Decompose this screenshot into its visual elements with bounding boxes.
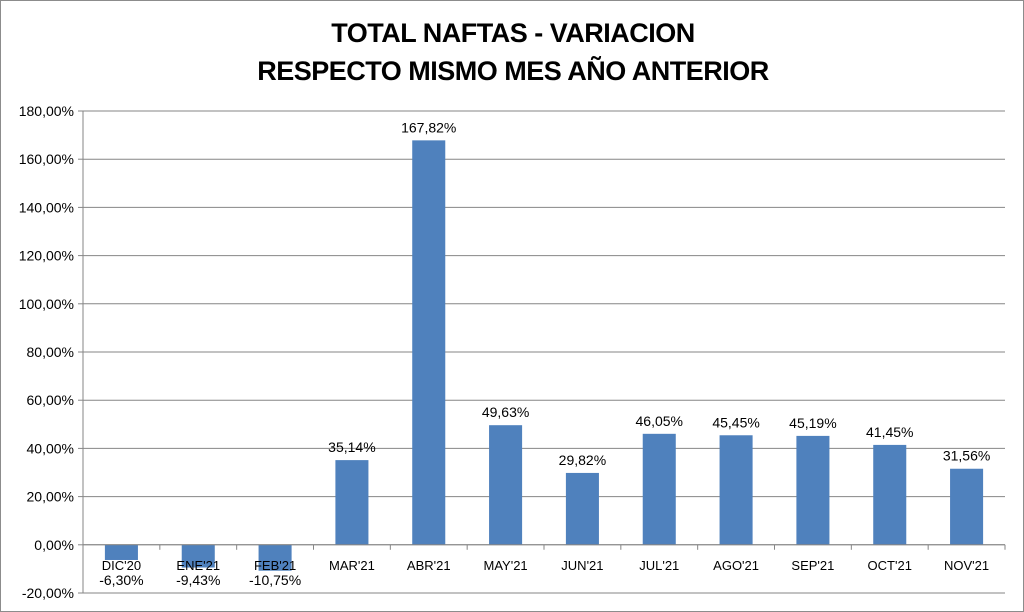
y-tick-label: 0,00% [34,537,74,553]
bar-JUL21 [642,433,676,545]
category-label: JUL'21 [639,558,679,573]
data-label: -9,43% [176,572,220,588]
category-label: FEB'21 [254,558,296,573]
y-tick-label: 160,00% [19,151,74,167]
bar-JUN21 [565,472,599,545]
y-tick-label: 80,00% [27,344,74,360]
bar-FEB21 [258,544,292,571]
chart-title-line-1: TOTAL NAFTAS - VARIACION [331,18,695,48]
y-tick-label: 120,00% [19,248,74,264]
y-tick-label: -20,00% [22,585,74,601]
bar-MAY21 [489,425,523,545]
y-tick-label: 100,00% [19,296,74,312]
category-label: OCT'21 [868,558,912,573]
category-label: AGO'21 [713,558,759,573]
data-label: 45,45% [712,414,759,430]
data-label: 49,63% [482,404,529,420]
bar-SEP21 [796,435,830,545]
y-tick-label: 140,00% [19,199,74,215]
category-label: SEP'21 [791,558,834,573]
bar-ABR21 [412,140,446,545]
chart-title-line-2: RESPECTO MISMO MES AÑO ANTERIOR [257,56,769,86]
bar-MAR21 [335,460,369,545]
data-label: 29,82% [559,452,606,468]
category-label: JUN'21 [561,558,603,573]
bar-OCT21 [873,444,907,545]
bar-DIC20 [104,544,138,560]
data-label: 35,14% [328,439,375,455]
data-label: 45,19% [789,415,836,431]
y-tick-label: 60,00% [27,392,74,408]
data-label: 167,82% [401,119,456,135]
bar-NOV21 [950,468,984,545]
category-label: DIC'20 [102,558,141,573]
data-label: -10,75% [249,572,301,588]
data-label: 31,56% [943,448,990,464]
category-label: MAY'21 [484,558,528,573]
y-tick-label: 180,00% [19,103,74,119]
category-label: ABR'21 [407,558,451,573]
data-label: 46,05% [636,413,683,429]
y-tick-label: 20,00% [27,489,74,505]
bar-AGO21 [719,435,753,545]
bar-ENE21 [181,544,215,568]
category-label: ENE'21 [176,558,220,573]
category-label: MAR'21 [329,558,375,573]
data-label: 41,45% [866,424,913,440]
y-tick-label: 40,00% [27,440,74,456]
data-label: -6,30% [99,572,143,588]
category-label: NOV'21 [944,558,989,573]
